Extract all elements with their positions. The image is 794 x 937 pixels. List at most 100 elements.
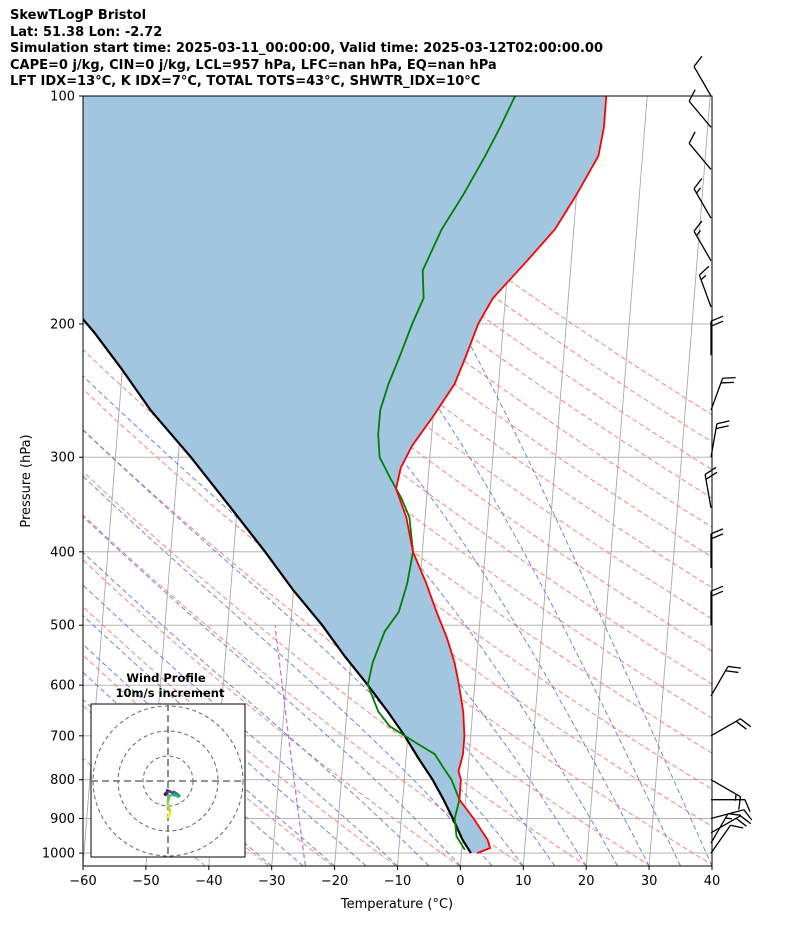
isotherm-line (648, 96, 711, 866)
wind-barb-shaft (693, 66, 712, 97)
x-tick-label: 10 (515, 874, 532, 889)
parcel-environment-fill (83, 96, 607, 854)
y-tick-label: 800 (50, 773, 75, 788)
dewpoint-profile-line (366, 96, 516, 851)
wind-barb-flag (710, 533, 724, 540)
dry-adiabat (83, 349, 712, 827)
x-tick-label: −30 (258, 874, 285, 889)
wind-barb-flag (710, 315, 724, 322)
wind-barb (710, 420, 730, 458)
chart-header: SkewTLogP Bristol Lat: 51.38 Lon: -2.72 … (10, 8, 603, 91)
wind-barb-half-flag (695, 187, 701, 194)
y-tick-label: 1000 (42, 847, 75, 862)
dry-adiabat (138, 96, 712, 528)
wind-barb-shaft (710, 809, 745, 820)
indices-line: LFT IDX=13°C, K IDX=7°C, TOTAL TOTS=43°C… (10, 74, 481, 89)
hodograph-segment (166, 813, 171, 819)
wind-barb-flag (688, 89, 696, 102)
wind-barb (688, 131, 712, 170)
moist-adiabat (83, 475, 493, 866)
wind-barb-shaft (710, 779, 741, 798)
wind-barb-half-flag (695, 230, 701, 236)
wind-barb-shaft (710, 423, 718, 458)
wind-barb-flag (743, 809, 753, 821)
hodograph-subtitle: 10m/s increment (116, 686, 225, 700)
y-tick-label: 600 (50, 679, 75, 694)
moist-adiabat (83, 311, 587, 866)
wind-barb-flag (693, 220, 703, 232)
moist-adiabat (83, 551, 430, 866)
wind-barb (710, 665, 741, 697)
wind-barb (710, 779, 742, 810)
wind-barb-half-flag (725, 817, 733, 820)
dry-adiabat (106, 96, 712, 558)
wind-barb (710, 528, 724, 568)
wind-barb-shaft (704, 474, 712, 509)
wind-barb-flag (740, 718, 752, 728)
isotherm-line (585, 96, 648, 866)
wind-barb-flag (738, 796, 742, 810)
dry-adiabat (83, 514, 524, 866)
wind-barb-flag (727, 665, 741, 669)
y-tick-label: 700 (50, 729, 75, 744)
wind-barb-flag (735, 817, 747, 827)
wind-barb-flag (710, 590, 724, 597)
times-line: Simulation start time: 2025-03-11_00:00:… (10, 41, 603, 56)
wind-barb (704, 466, 718, 509)
dry-adiabat (83, 104, 712, 589)
wind-barb-shaft (710, 824, 732, 854)
cape-line: CAPE=0 j/kg, CIN=0 j/kg, LCL=957 hPa, LF… (10, 57, 497, 73)
wind-barb-flag (716, 420, 730, 425)
x-tick-label: −40 (195, 874, 222, 889)
wind-barb-flag (710, 585, 724, 592)
hodograph-plot (91, 704, 245, 857)
wind-barb-shaft (710, 718, 741, 737)
wind-barb-shaft (688, 100, 712, 128)
plot-area (0, 96, 712, 866)
mixing-ratio-line (274, 625, 306, 866)
wind-barb-flag (744, 799, 751, 812)
wind-barb-flag (698, 265, 710, 276)
wind-barb-flag (740, 815, 752, 825)
x-tick-label: 30 (641, 874, 658, 889)
y-tick-label: 100 (50, 90, 75, 105)
dry-adiabat (83, 429, 651, 866)
wind-barb (710, 315, 724, 356)
isotherm-line (711, 860, 712, 866)
wind-barb-flag (710, 320, 724, 327)
x-tick-label: 40 (704, 874, 721, 889)
wind-barb-shaft (710, 378, 724, 411)
wind-barb (711, 799, 751, 812)
wind-barb-half-flag (734, 794, 737, 801)
x-tick-label: −50 (132, 874, 159, 889)
wind-barb-shaft (693, 188, 712, 219)
wind-barb (693, 220, 712, 262)
dry-adiabat (83, 470, 588, 866)
isotherm-line (0, 96, 18, 866)
x-axis-label: Temperature (°C) (340, 897, 453, 912)
location-line: Lat: 51.38 Lon: -2.72 (10, 24, 163, 40)
dry-adiabat (83, 388, 712, 866)
wind-barb (688, 89, 712, 128)
wind-barb-shaft (693, 230, 712, 262)
y-tick-label: 300 (50, 451, 75, 466)
wind-barb-flag (725, 670, 739, 674)
wind-barb-flag (705, 471, 718, 480)
wind-barb (710, 813, 741, 844)
wind-barb-flag (693, 178, 703, 190)
dry-adiabat (171, 96, 712, 499)
wind-barb-shaft (698, 274, 712, 308)
axis-ticks: −60 −50 −40 −30 −20 −10 0 10 20 30 40 100 200 300 400 5… (42, 90, 720, 890)
wind-barb (693, 178, 712, 219)
x-tick-label: 0 (456, 874, 464, 889)
wind-barb-flag (730, 824, 744, 829)
wind-barb-flag (704, 466, 717, 475)
y-tick-label: 900 (50, 812, 75, 827)
wind-barb-flag (735, 720, 747, 730)
y-tick-label: 400 (50, 545, 75, 560)
x-tick-label: 20 (578, 874, 595, 889)
wind-barb (693, 55, 712, 97)
wind-barb-shaft (710, 666, 729, 697)
wind-barbs (688, 55, 753, 854)
